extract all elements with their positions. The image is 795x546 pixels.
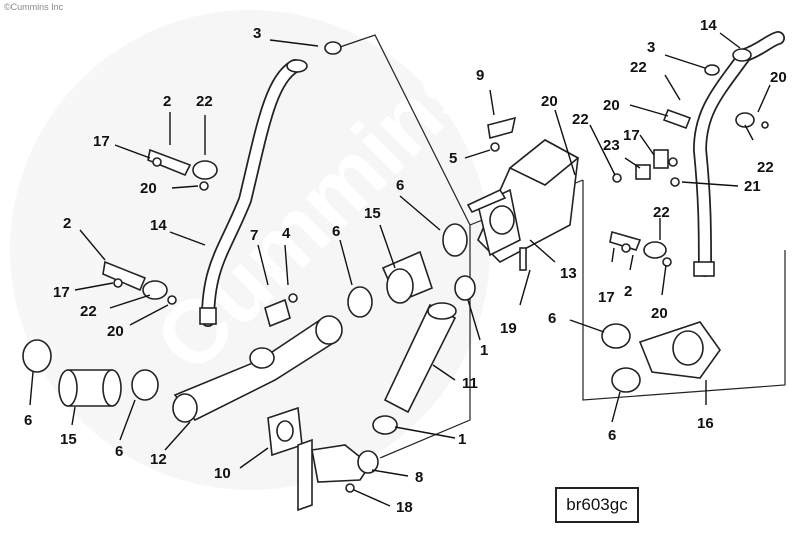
callout-2: 2	[63, 215, 71, 232]
callout-8: 8	[415, 469, 423, 486]
callout-17: 17	[598, 289, 615, 306]
watermark: Cummins	[10, 10, 498, 490]
callout-9: 9	[476, 67, 484, 84]
callout-2: 2	[163, 93, 171, 110]
callout-11: 11	[462, 375, 478, 392]
callout-20: 20	[140, 180, 157, 197]
callout-17: 17	[93, 133, 110, 150]
callout-22: 22	[757, 159, 774, 176]
callout-7: 7	[250, 227, 258, 244]
callout-20: 20	[651, 305, 668, 322]
callout-17: 17	[53, 284, 70, 301]
upper-right-tube	[692, 31, 785, 277]
upper-left-tube	[199, 59, 308, 327]
callout-13: 13	[560, 265, 577, 282]
callout-6: 6	[396, 177, 404, 194]
callout-22: 22	[630, 59, 647, 76]
callout-16: 16	[697, 415, 714, 432]
callout-14: 14	[700, 17, 717, 34]
callout-1: 1	[458, 431, 466, 448]
right-elbow	[601, 321, 721, 393]
callout-6: 6	[115, 443, 123, 460]
callout-17: 17	[623, 127, 640, 144]
callout-20: 20	[541, 93, 558, 110]
callout-19: 19	[500, 320, 517, 337]
callout-20: 20	[770, 69, 787, 86]
callout-22: 22	[80, 303, 97, 320]
callout-4: 4	[282, 225, 291, 242]
callout-15: 15	[364, 205, 381, 222]
callout-23: 23	[603, 137, 620, 154]
flange-and-elbow	[267, 406, 379, 512]
callout-10: 10	[214, 465, 231, 482]
callout-6: 6	[608, 427, 616, 444]
bracket-upper-left	[147, 148, 218, 191]
callout-5: 5	[449, 150, 457, 167]
callout-14: 14	[150, 217, 167, 234]
drawing-id-label: br603gc	[555, 487, 639, 523]
callout-3: 3	[253, 25, 261, 42]
hose-connector-top	[324, 41, 342, 55]
callout-6: 6	[332, 223, 340, 240]
callout-2: 2	[624, 283, 632, 300]
callout-1: 1	[480, 342, 488, 359]
callout-22: 22	[572, 111, 589, 128]
callout-22: 22	[653, 204, 670, 221]
right-side-fittings	[609, 64, 769, 267]
crossover-pipe	[172, 293, 343, 423]
callout-18: 18	[396, 499, 413, 516]
callout-21: 21	[744, 178, 761, 195]
callout-3: 3	[647, 39, 655, 56]
callout-22: 22	[196, 93, 213, 110]
bracket-lower-left	[102, 260, 177, 305]
callout-20: 20	[107, 323, 124, 340]
callout-20: 20	[603, 97, 620, 114]
left-hose-and-clamps	[22, 339, 159, 407]
callout-6: 6	[24, 412, 32, 429]
callout-15: 15	[60, 431, 77, 448]
callout-12: 12	[150, 451, 167, 468]
copyright-notice: ©Cummins Inc	[4, 2, 64, 12]
center-hose-and-clamps	[347, 223, 476, 318]
leader-lines	[29, 32, 771, 507]
callout-6: 6	[548, 310, 556, 327]
callout-labels: 3 14 3 20 2 22 9 22 20 20 22 17 5 17 23 …	[24, 17, 787, 516]
charge-air-cooler	[466, 116, 580, 271]
middle-pipe	[372, 302, 457, 435]
